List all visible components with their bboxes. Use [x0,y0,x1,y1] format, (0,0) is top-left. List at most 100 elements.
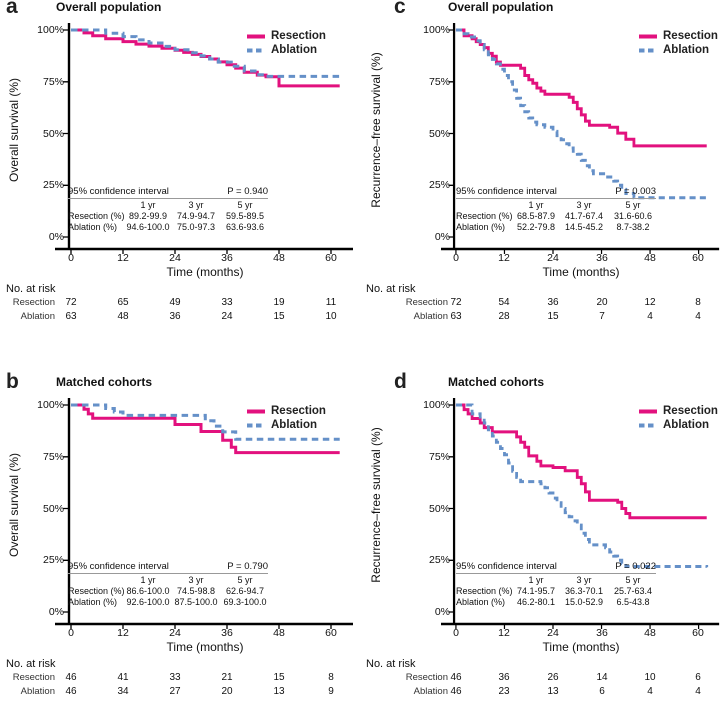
ci-row-label: Ablation (%) [456,222,506,232]
at-risk-count: 72 [65,297,77,308]
panel-letter: d [394,370,407,393]
panel-title: Overall population [56,0,162,14]
at-risk-count: 20 [596,297,608,308]
at-risk-count: 13 [547,686,559,697]
ci-table-header: 95% confidence interval P = 0.003 [456,186,656,199]
panel-title: Overall population [448,0,554,14]
ci-value: 25.7-63.4 [613,586,653,596]
at-risk-count: 8 [695,297,701,308]
at-risk-heading: No. at risk [366,658,416,670]
ci-value: 31.6-60.6 [613,211,653,221]
ci-col-header: 5 yr [237,575,253,585]
at-risk-count: 28 [498,311,510,322]
x-tick-label: 24 [547,627,559,639]
at-risk-count: 8 [328,672,334,683]
y-tick-label: 50% [42,128,64,140]
ablation-curve [455,28,707,200]
x-tick-label: 48 [644,627,656,639]
legend-label: Resection [663,30,718,42]
legend: Resection Ablation [638,404,718,432]
x-axis-label: Time (months) [166,265,244,279]
at-risk-count: 63 [450,311,462,322]
ci-value: 68.5-87.9 [516,211,556,221]
ci-value: 36.3-70.1 [564,586,604,596]
p-value: P = 0.940 [227,186,268,197]
x-tick-label: 36 [221,252,233,264]
ci-col-header: 5 yr [625,200,641,210]
ci-col-header: 3 yr [188,575,204,585]
axis-ticks [448,404,700,629]
ci-value: 52.2-79.8 [516,222,556,232]
at-risk-count: 24 [221,311,233,322]
at-risk-count: 21 [221,672,233,683]
at-risk-row-label: Ablation [413,311,448,322]
legend-item-ablation: Ablation [638,418,718,432]
x-tick-label: 24 [547,252,559,264]
legend-label: Ablation [663,419,709,431]
at-risk-row-label: Ablation [20,311,55,322]
resection-line-swatch [639,409,657,413]
ci-value: 74.9-94.7 [176,211,216,221]
at-risk-count: 4 [647,686,653,697]
x-tick-label: 12 [117,627,129,639]
at-risk-row-label: Resection [12,297,55,308]
at-risk-count: 15 [273,672,285,683]
at-risk-count: 13 [273,686,285,697]
x-tick-label: 36 [596,252,608,264]
at-risk-count: 36 [547,297,559,308]
y-tick-label: 50% [428,503,450,515]
ci-value: 87.5-100.0 [174,597,218,607]
x-tick-label: 60 [692,252,704,264]
x-tick-label: 24 [169,627,181,639]
at-risk-count: 4 [647,311,653,322]
ci-row-label: Resection (%) [68,586,125,596]
y-tick-label: 25% [428,554,450,566]
at-risk-count: 54 [498,297,510,308]
at-risk-count: 36 [498,672,510,683]
at-risk-count: 48 [117,311,129,322]
ci-table-grid: 1 yr 3 yr 5 yr Resection (%) 74.1-95.7 3… [456,575,656,608]
at-risk-count: 19 [273,297,285,308]
x-axis-label: Time (months) [542,265,620,279]
ci-corner-cell [456,575,514,586]
at-risk-count: 10 [325,311,337,322]
confidence-interval-table: 95% confidence interval P = 0.003 1 yr 3… [456,186,656,233]
at-risk-count: 6 [695,672,701,683]
ablation-line-swatch [247,423,265,427]
x-tick-label: 48 [273,252,285,264]
ci-corner-cell [68,200,126,211]
at-risk-count: 41 [117,672,129,683]
ci-value: 86.6-100.0 [126,586,170,596]
at-risk-count: 15 [273,311,285,322]
at-risk-count: 15 [547,311,559,322]
legend: Resection Ablation [246,29,326,57]
y-tick-label: 100% [37,24,64,36]
at-risk-count: 20 [221,686,233,697]
ci-value: 14.5-45.2 [564,222,604,232]
legend: Resection Ablation [246,404,326,432]
at-risk-heading: No. at risk [6,658,56,670]
ci-col-header: 5 yr [237,200,253,210]
ci-value: 92.6-100.0 [126,597,170,607]
ci-row-label: Resection (%) [68,211,125,221]
at-risk-count: 33 [221,297,233,308]
legend-item-resection: Resection [246,29,326,43]
ci-value: 15.0-52.9 [564,597,604,607]
y-tick-label: 75% [42,451,64,463]
confidence-interval-table: 95% confidence interval P = 0.940 1 yr 3… [68,186,268,233]
resection-line-swatch [247,34,265,38]
km-plot [441,398,720,629]
ci-table-header: 95% confidence interval P = 0.940 [68,186,268,199]
ci-row-label: Resection (%) [456,586,513,596]
y-tick-label: 75% [428,76,450,88]
ci-row-label: Ablation (%) [68,597,118,607]
ci-row-label: Resection (%) [456,211,513,221]
x-tick-label: 0 [68,627,74,639]
y-tick-label: 0% [434,606,450,618]
at-risk-count: 65 [117,297,129,308]
y-tick-label: 25% [428,179,450,191]
resection-line-swatch [247,409,265,413]
ci-corner-cell [68,575,126,586]
ci-value: 8.7-38.2 [616,222,650,232]
at-risk-count: 27 [169,686,181,697]
